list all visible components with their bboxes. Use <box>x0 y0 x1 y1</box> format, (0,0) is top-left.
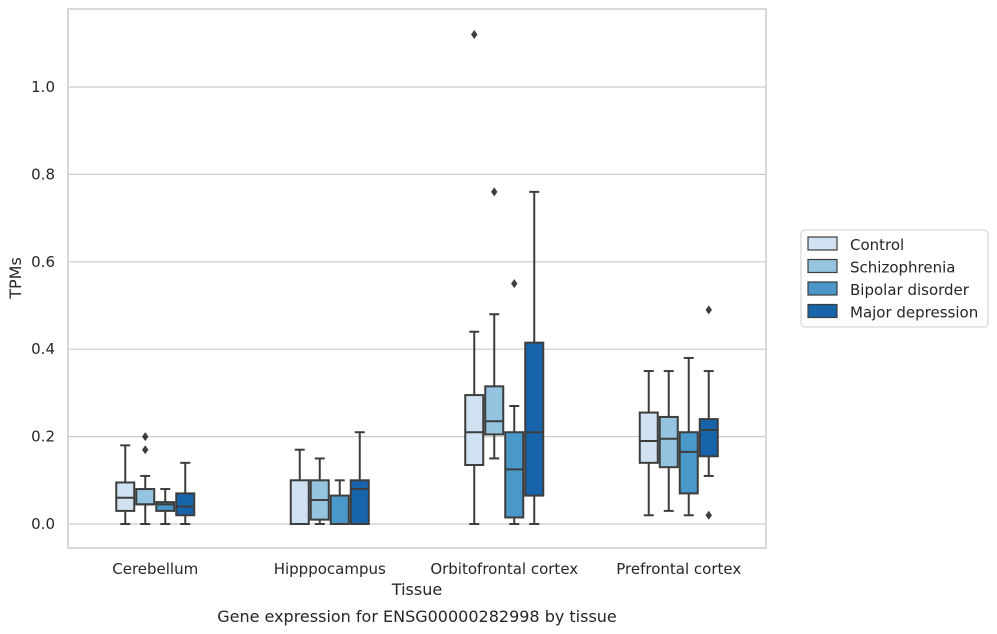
legend-items: Control Schizophrenia Bipolar disorder Majo… <box>807 236 978 322</box>
legend-swatch <box>807 236 838 251</box>
box-body <box>155 501 176 512</box>
legend-label: Control <box>850 236 904 254</box>
box-major-depression <box>349 431 370 525</box>
x-tick-label: Cerebellum <box>112 560 198 578</box>
outlier-point <box>705 510 712 520</box>
legend-swatch <box>807 303 838 319</box>
x-tick-label: Hipppocampus <box>274 560 386 578</box>
box-body <box>698 418 719 458</box>
gridlines <box>68 86 766 525</box>
box-body <box>175 492 196 517</box>
legend-label: Bipolar disorder <box>850 281 970 299</box>
box-body <box>349 479 370 525</box>
y-tick-label: 0.8 <box>31 165 55 183</box>
box-body <box>115 481 136 512</box>
box-body <box>678 431 699 495</box>
box-body <box>329 494 350 526</box>
x-tick-labels: Cerebellum Hipppocampus Orbitofrontal cort… <box>112 560 741 578</box>
outlier-point <box>705 305 712 315</box>
legend-label: Major depression <box>850 304 978 322</box>
box-bipolar-disorder <box>155 488 176 525</box>
outlier-point <box>142 432 149 442</box>
x-tick-label: Orbitofrontal cortex <box>430 560 578 578</box>
box-body <box>658 415 679 469</box>
legend: Control Schizophrenia Bipolar disorder Majo… <box>800 229 989 328</box>
box-control <box>289 448 310 525</box>
box-body <box>289 479 310 525</box>
box-body <box>484 385 505 436</box>
legend-label: Schizophrenia <box>850 259 955 277</box>
outlier-point <box>491 187 498 197</box>
box-control <box>464 30 485 525</box>
box-schizophrenia <box>135 432 156 525</box>
y-tick-labels: 0.0 0.2 0.4 0.6 0.8 1.0 <box>31 78 55 533</box>
box-control <box>638 370 659 517</box>
box-major-depression <box>524 190 545 525</box>
plot-frame <box>67 8 767 549</box>
box-body <box>638 411 659 464</box>
box-bipolar-disorder <box>504 279 525 525</box>
boxes-layer <box>115 30 719 526</box>
box-body <box>464 394 485 467</box>
y-tick-label: 1.0 <box>31 78 55 96</box>
y-axis-title: TPMs <box>6 257 25 300</box>
outlier-point <box>471 30 478 40</box>
box-bipolar-disorder <box>329 479 350 526</box>
legend-frame <box>800 229 989 328</box>
outlier-point <box>142 445 149 455</box>
y-tick-label: 0.4 <box>31 340 55 358</box>
y-tick-label: 0.2 <box>31 428 55 446</box>
chart-caption: Gene expression for ENSG00000282998 by t… <box>217 607 617 626</box>
box-bipolar-disorder <box>678 356 699 517</box>
box-body <box>524 341 545 497</box>
legend-swatch <box>807 281 838 296</box>
y-tick-label: 0.0 <box>31 515 55 533</box>
box-schizophrenia <box>484 187 505 460</box>
outlier-point <box>511 279 518 289</box>
box-major-depression <box>175 461 196 525</box>
box-body <box>135 488 156 506</box>
box-major-depression <box>698 305 719 520</box>
box-control <box>115 444 136 525</box>
box-body <box>504 431 525 519</box>
box-schizophrenia <box>309 457 330 525</box>
legend-swatch <box>807 258 838 274</box>
x-axis-title: Tissue <box>391 580 442 599</box>
box-schizophrenia <box>658 370 679 512</box>
y-tick-label: 0.6 <box>31 253 55 271</box>
x-tick-label: Prefrontal cortex <box>616 560 741 578</box>
